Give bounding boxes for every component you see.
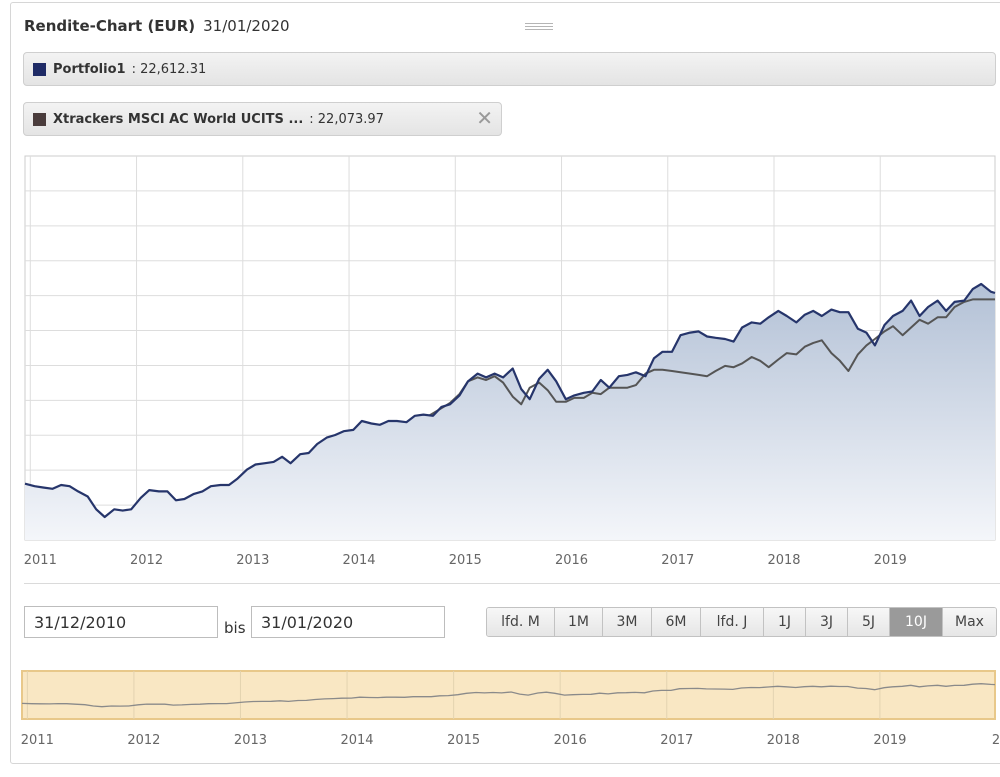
x-tick-label: 2015 — [449, 553, 482, 568]
range-button-1m[interactable]: 1M — [555, 608, 603, 636]
legend-swatch-etf — [33, 112, 46, 126]
range-selector: lfd. M 1M 3M 6M lfd. J 1J 3J 5J 10J Max — [486, 607, 997, 637]
x-tick-label: 2017 — [661, 553, 694, 568]
navigator-tick-label: 2017 — [660, 733, 693, 748]
legend-swatch-portfolio — [33, 62, 46, 76]
range-button-lfd-m[interactable]: lfd. M — [487, 608, 555, 636]
navigator-tick-label: 2 — [992, 733, 1000, 748]
x-tick-label: 2013 — [236, 553, 269, 568]
range-button-10j[interactable]: 10J — [890, 608, 943, 636]
navigator-tick-label: 2015 — [447, 733, 480, 748]
navigator-tick-label: 2019 — [873, 733, 906, 748]
chart-date: 31/01/2020 — [203, 17, 290, 35]
navigator-tick-label: 2011 — [21, 733, 54, 748]
range-button-max[interactable]: Max — [943, 608, 996, 636]
x-tick-label: 2012 — [130, 553, 163, 568]
navigator-tick-label: 2012 — [127, 733, 160, 748]
chart-title-text: Rendite-Chart (EUR) — [24, 17, 196, 35]
navigator-tick-label: 2013 — [234, 733, 267, 748]
navigator-tick-label: 2016 — [554, 733, 587, 748]
legend-item-portfolio[interactable]: Portfolio1 : 22,612.31 — [23, 52, 996, 86]
legend-item-etf[interactable]: Xtrackers MSCI AC World UCITS ... : 22,0… — [23, 102, 502, 136]
navigator-tick-label: 2018 — [767, 733, 800, 748]
range-button-lfd-j[interactable]: lfd. J — [701, 608, 764, 636]
close-icon[interactable]: ✕ — [476, 106, 493, 130]
x-tick-label: 2016 — [555, 553, 588, 568]
legend-name-portfolio: Portfolio1 — [53, 61, 126, 77]
legend-value-portfolio: : 22,612.31 — [131, 61, 207, 77]
navigator-range — [21, 670, 996, 720]
series-line-portfolio — [24, 282, 996, 519]
navigator-tick-label: 2014 — [340, 733, 373, 748]
range-button-5j[interactable]: 5J — [848, 608, 890, 636]
bis-label: bis — [224, 619, 246, 637]
navigator-series-line — [21, 683, 996, 708]
range-button-6m[interactable]: 6M — [652, 608, 701, 636]
x-tick-label: 2014 — [342, 553, 375, 568]
x-tick-label: 2011 — [24, 553, 57, 568]
from-date-input[interactable] — [24, 606, 218, 638]
series-area-portfolio — [25, 284, 995, 540]
series-line-etf — [428, 298, 995, 417]
divider — [24, 583, 1000, 584]
legend-name-etf: Xtrackers MSCI AC World UCITS ... — [53, 111, 304, 127]
drag-handle-icon[interactable] — [525, 23, 553, 31]
x-tick-label: 2018 — [767, 553, 800, 568]
range-button-3j[interactable]: 3J — [806, 608, 848, 636]
chart-title: Rendite-Chart (EUR) 31/01/2020 — [24, 17, 290, 35]
legend-value-etf: : 22,073.97 — [309, 111, 384, 127]
x-tick-label: 2019 — [874, 553, 907, 568]
to-date-input[interactable] — [251, 606, 445, 638]
range-button-3m[interactable]: 3M — [603, 608, 652, 636]
range-button-1j[interactable]: 1J — [764, 608, 806, 636]
